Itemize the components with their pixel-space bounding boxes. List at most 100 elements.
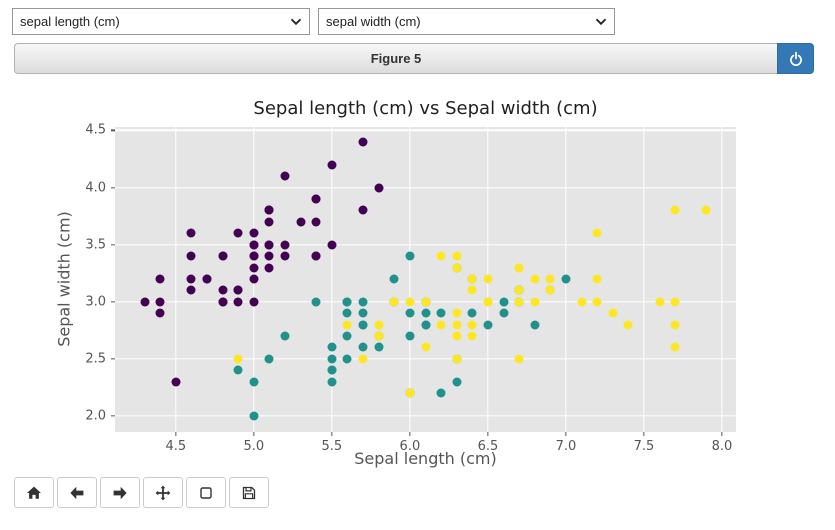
data-point xyxy=(483,320,493,330)
x-tick-label: 7.5 xyxy=(633,439,655,454)
data-point xyxy=(499,308,508,318)
data-point xyxy=(405,331,415,341)
data-point xyxy=(374,331,384,341)
x-gridline xyxy=(721,127,723,432)
data-point xyxy=(249,251,259,261)
y-gridline xyxy=(115,243,736,246)
y-tick-label: 3.5 xyxy=(85,237,106,253)
data-point xyxy=(358,342,368,352)
x-tick-label: 4.5 xyxy=(165,439,187,454)
data-point xyxy=(249,377,259,387)
data-point xyxy=(374,342,384,352)
power-button[interactable] xyxy=(777,43,814,74)
y-tick-label: 4.0 xyxy=(85,180,106,196)
data-point xyxy=(608,308,618,318)
x-tick-mark xyxy=(565,432,567,436)
y-axis-label: Sepal width (cm) xyxy=(54,211,74,347)
home-icon xyxy=(27,486,41,499)
data-point xyxy=(342,308,352,318)
data-point xyxy=(327,342,337,352)
x-tick-mark xyxy=(253,432,255,436)
move-icon xyxy=(155,485,171,500)
save-button[interactable] xyxy=(229,477,269,508)
x-axis-select[interactable]: sepal length (cm) xyxy=(12,8,310,35)
data-point xyxy=(327,354,337,364)
y-tick-mark xyxy=(111,415,115,417)
data-point xyxy=(327,365,337,375)
data-point xyxy=(514,285,524,295)
x-tick-label: 5.5 xyxy=(321,439,343,454)
data-point xyxy=(483,274,493,284)
y-axis-select[interactable]: sepal width (cm) xyxy=(318,8,615,35)
forward-button[interactable] xyxy=(100,477,140,508)
data-point xyxy=(264,251,274,261)
data-point xyxy=(670,297,680,307)
data-point xyxy=(233,365,243,375)
data-point xyxy=(467,274,477,284)
data-point xyxy=(467,331,477,341)
arrow-right-icon xyxy=(113,486,127,499)
y-tick-label: 2.0 xyxy=(85,408,106,424)
data-point xyxy=(186,274,196,284)
data-point xyxy=(264,217,274,227)
data-point xyxy=(452,331,462,341)
data-point xyxy=(592,274,602,284)
arrow-left-icon xyxy=(70,486,84,499)
data-point xyxy=(467,285,477,295)
square-icon xyxy=(200,486,212,499)
data-point xyxy=(218,285,228,295)
data-point xyxy=(218,251,228,261)
plot-canvas[interactable] xyxy=(115,127,736,432)
data-point xyxy=(186,251,196,261)
data-point xyxy=(405,251,415,261)
data-point xyxy=(452,377,462,387)
data-point xyxy=(655,297,665,307)
data-point xyxy=(358,308,368,318)
data-point xyxy=(249,411,259,421)
pan-button[interactable] xyxy=(143,477,183,508)
x-gridline xyxy=(175,127,177,432)
y-tick-mark xyxy=(111,186,115,189)
data-point xyxy=(280,171,290,181)
data-point xyxy=(155,274,165,284)
power-icon xyxy=(789,51,802,66)
back-button[interactable] xyxy=(57,477,97,508)
y-gridline xyxy=(115,186,736,189)
data-point xyxy=(311,194,321,204)
zoom-rect-button[interactable] xyxy=(186,477,226,508)
data-point xyxy=(436,388,446,398)
data-point xyxy=(342,320,352,330)
x-tick-label: 5.0 xyxy=(243,439,265,454)
y-tick-label: 2.5 xyxy=(85,351,106,367)
plot-wrap: 4.5 5.0 5.5 6.0 6.5 7.0 7.5 8.0 2.0 2.5 3.0 3.5 4.0 4… xyxy=(85,123,736,454)
data-point xyxy=(389,274,399,284)
x-gridline xyxy=(331,127,333,432)
data-point xyxy=(155,297,165,307)
data-point xyxy=(358,137,368,147)
chart-title: Sepal length (cm) vs Sepal width (cm) xyxy=(253,98,598,119)
data-point xyxy=(342,331,352,341)
home-button[interactable] xyxy=(14,477,54,508)
data-point xyxy=(623,320,633,330)
figure-header: Figure 5 xyxy=(14,43,814,74)
data-point xyxy=(374,320,384,330)
y-tick-mark xyxy=(111,301,115,303)
y-gridline xyxy=(115,415,736,417)
data-point xyxy=(514,354,524,364)
x-tick-mark xyxy=(331,432,333,436)
data-point xyxy=(514,263,524,272)
figure-toolbar xyxy=(14,477,269,508)
data-point xyxy=(405,388,415,398)
data-point xyxy=(233,354,243,364)
data-point xyxy=(670,342,680,352)
data-point xyxy=(249,274,259,284)
data-point xyxy=(233,297,243,307)
data-point xyxy=(405,308,415,318)
data-point xyxy=(405,297,415,307)
data-point xyxy=(452,251,462,261)
data-point xyxy=(374,183,384,193)
data-point xyxy=(249,228,259,238)
data-point xyxy=(280,331,290,341)
data-point xyxy=(327,240,337,250)
data-point xyxy=(592,228,602,238)
